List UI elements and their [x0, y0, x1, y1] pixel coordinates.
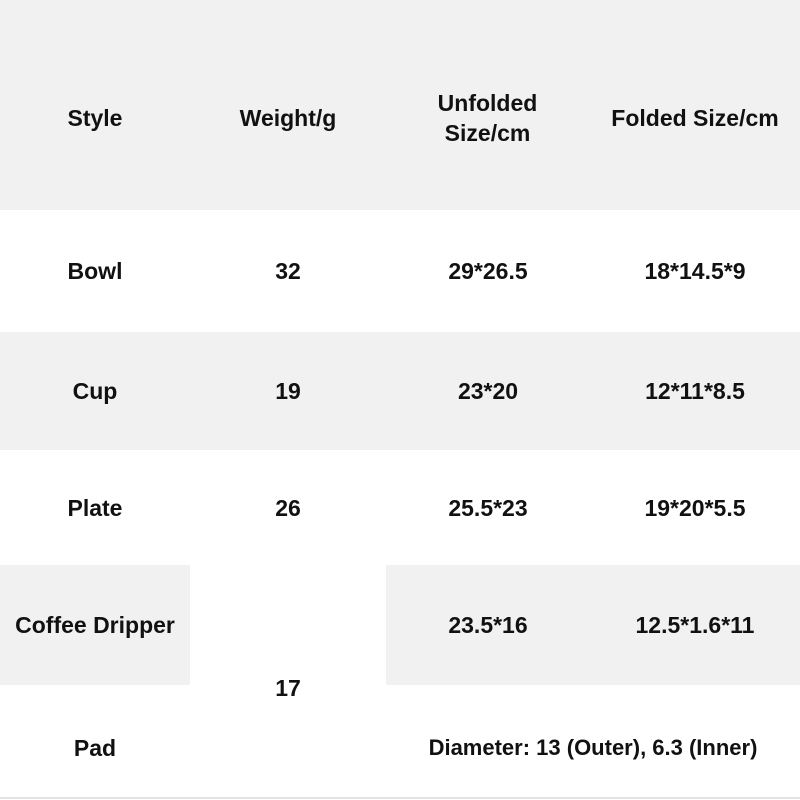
- header-weight: Weight/g: [239, 104, 337, 131]
- header-folded: Folded Size/cm: [611, 104, 779, 131]
- bottom-border: [0, 797, 800, 799]
- cell-weight: 26: [275, 494, 301, 521]
- cell-style: Bowl: [67, 258, 123, 284]
- cell-folded: 19*20*5.5: [644, 494, 746, 521]
- cell-unfolded: 29*26.5: [448, 258, 528, 284]
- cell-unfolded: 25.5*23: [448, 494, 528, 521]
- header-unfolded: Unfolded Size/cm: [437, 89, 538, 146]
- cell-unfolded: 23.5*16: [448, 612, 528, 638]
- cell-weight-merged: 17: [275, 674, 301, 701]
- cell-weight: 19: [275, 378, 301, 404]
- cell-pad-diameter: Diameter: 13 (Outer), 6.3 (Inner): [428, 735, 758, 760]
- cell-style: Cup: [72, 378, 118, 404]
- header-row-bg: [0, 0, 800, 210]
- cell-style: Coffee Dripper: [15, 612, 175, 638]
- row-bg-cup: [0, 332, 800, 450]
- cell-bg-dripper-sizes: [386, 565, 800, 685]
- cell-weight: 32: [275, 258, 301, 284]
- cell-bg-dripper-style: [0, 565, 190, 685]
- cell-style: Plate: [67, 494, 123, 521]
- cell-folded: 18*14.5*9: [644, 258, 746, 284]
- cell-folded: 12*11*8.5: [645, 378, 745, 404]
- cell-unfolded: 23*20: [457, 378, 519, 404]
- header-style: Style: [67, 104, 123, 131]
- cell-folded: 12.5*1.6*11: [635, 612, 755, 638]
- cell-style: Pad: [73, 735, 117, 761]
